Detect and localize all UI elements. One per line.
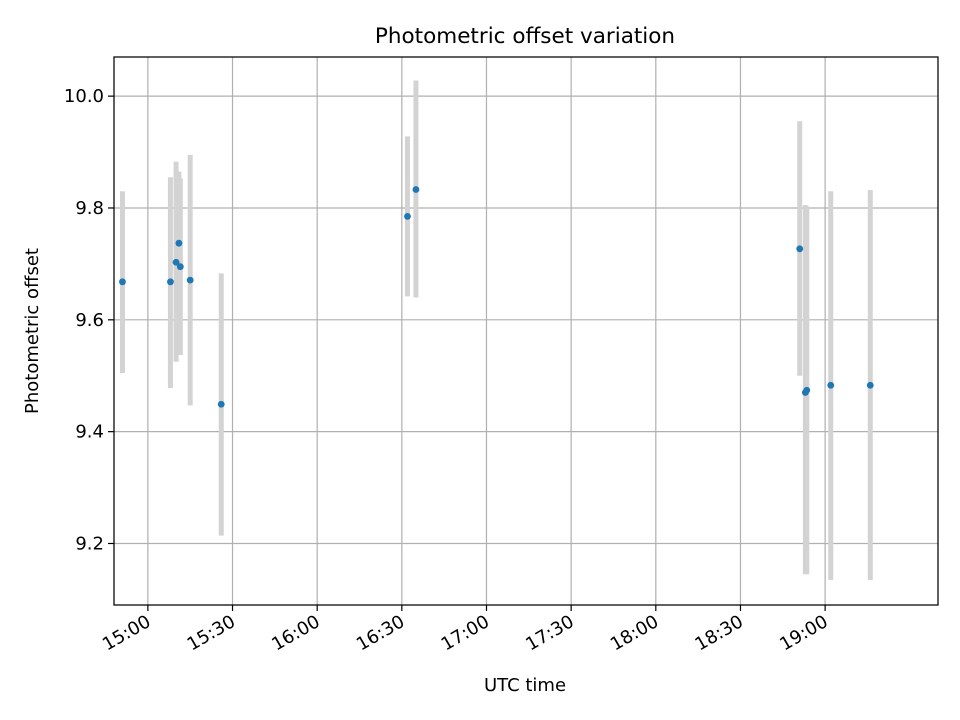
data-point <box>119 278 126 286</box>
data-point <box>172 258 180 266</box>
y-axis: 9.2 9.4 9.6 9.8 10.0 <box>64 86 114 554</box>
data-point <box>796 245 804 253</box>
data-point <box>217 400 225 408</box>
y-tick-label: 9.8 <box>75 198 104 219</box>
y-tick-label: 9.6 <box>75 310 104 331</box>
data-point <box>827 381 835 389</box>
plot-frame <box>113 56 939 606</box>
data-points <box>119 186 874 408</box>
data-point <box>866 381 874 389</box>
data-point <box>186 276 194 284</box>
y-tick-label: 10.0 <box>64 86 104 107</box>
data-point <box>803 386 811 394</box>
y-tick-label: 9.4 <box>75 422 104 443</box>
grid <box>114 57 938 605</box>
data-point <box>175 239 183 247</box>
data-point <box>404 212 411 220</box>
data-point <box>412 186 420 193</box>
chart-title: Photometric offset variation <box>375 24 675 49</box>
data-point <box>176 263 184 271</box>
y-tick-label: 9.2 <box>75 533 104 554</box>
y-axis-label: Photometric offset <box>22 248 43 414</box>
data-point <box>167 278 174 286</box>
x-axis-label: UTC time <box>484 675 566 696</box>
